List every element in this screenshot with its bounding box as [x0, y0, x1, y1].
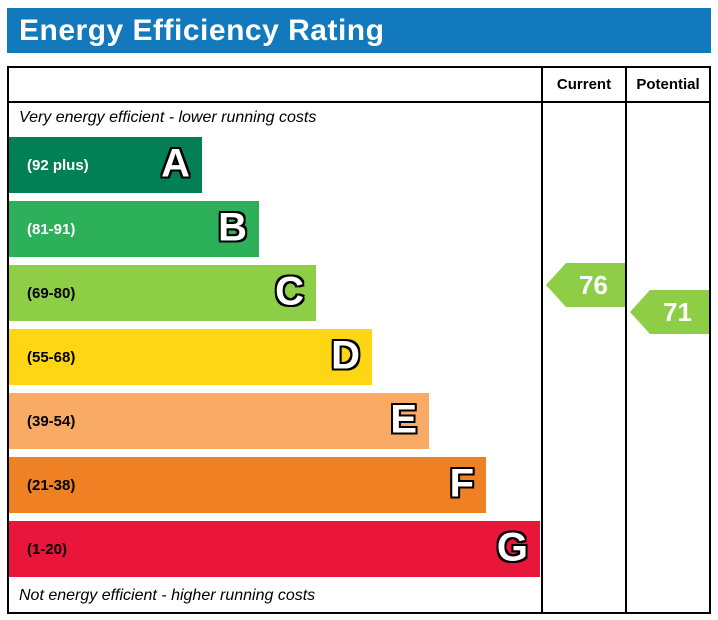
band-row-f: (21-38) F: [9, 453, 541, 517]
band-row-g: (1-20) G: [9, 517, 541, 581]
band-row-c: (69-80) C: [9, 261, 541, 325]
band-range-label: (81-91): [27, 220, 76, 238]
band-range-label: (39-54): [27, 412, 76, 430]
band-letter: B: [218, 205, 247, 250]
band-letter: D: [331, 333, 360, 378]
current-rating-value: 76: [579, 269, 608, 300]
band-row-d: (55-68) D: [9, 325, 541, 389]
band-letter: C: [275, 269, 304, 314]
header-spacer: [9, 68, 541, 103]
band-row-a: (92 plus) A: [9, 133, 541, 197]
potential-column-header: Potential: [625, 68, 709, 103]
potential-column: 71: [625, 103, 709, 612]
band-range-label: (55-68): [27, 348, 76, 366]
current-column: 76: [541, 103, 625, 612]
potential-rating-value: 71: [663, 296, 692, 327]
band-row-e: (39-54) E: [9, 389, 541, 453]
band-range-label: (69-80): [27, 284, 76, 302]
current-column-header: Current: [541, 68, 625, 103]
band-letter: E: [390, 397, 417, 442]
energy-efficiency-chart: Current Potential Very energy efficient …: [7, 66, 711, 614]
band-range-label: (21-38): [27, 476, 76, 494]
band-bar-b: (81-91) B: [9, 201, 259, 257]
bands-area: Very energy efficient - lower running co…: [9, 103, 541, 612]
band-list: (92 plus) A (81-91) B (69-80) C (55-68) D (39-54…: [9, 133, 541, 581]
top-note: Very energy efficient - lower running co…: [19, 109, 317, 126]
band-letter: A: [161, 141, 190, 186]
band-bar-c: (69-80) C: [9, 265, 316, 321]
band-bar-a: (92 plus) A: [9, 137, 202, 193]
band-bar-d: (55-68) D: [9, 329, 372, 385]
chart-title-bar: Energy Efficiency Rating: [7, 8, 711, 53]
band-letter: F: [449, 461, 474, 506]
band-letter: G: [496, 525, 528, 570]
band-bar-e: (39-54) E: [9, 393, 429, 449]
potential-rating-arrow: 71: [630, 290, 709, 334]
band-range-label: (1-20): [27, 540, 68, 558]
chart-title: Energy Efficiency Rating: [19, 13, 385, 47]
band-bar-f: (21-38) F: [9, 457, 486, 513]
band-row-b: (81-91) B: [9, 197, 541, 261]
bottom-note: Not energy efficient - higher running co…: [19, 587, 316, 604]
current-rating-arrow: 76: [546, 263, 625, 307]
band-bar-g: (1-20) G: [9, 521, 540, 577]
band-range-label: (92 plus): [27, 156, 89, 174]
